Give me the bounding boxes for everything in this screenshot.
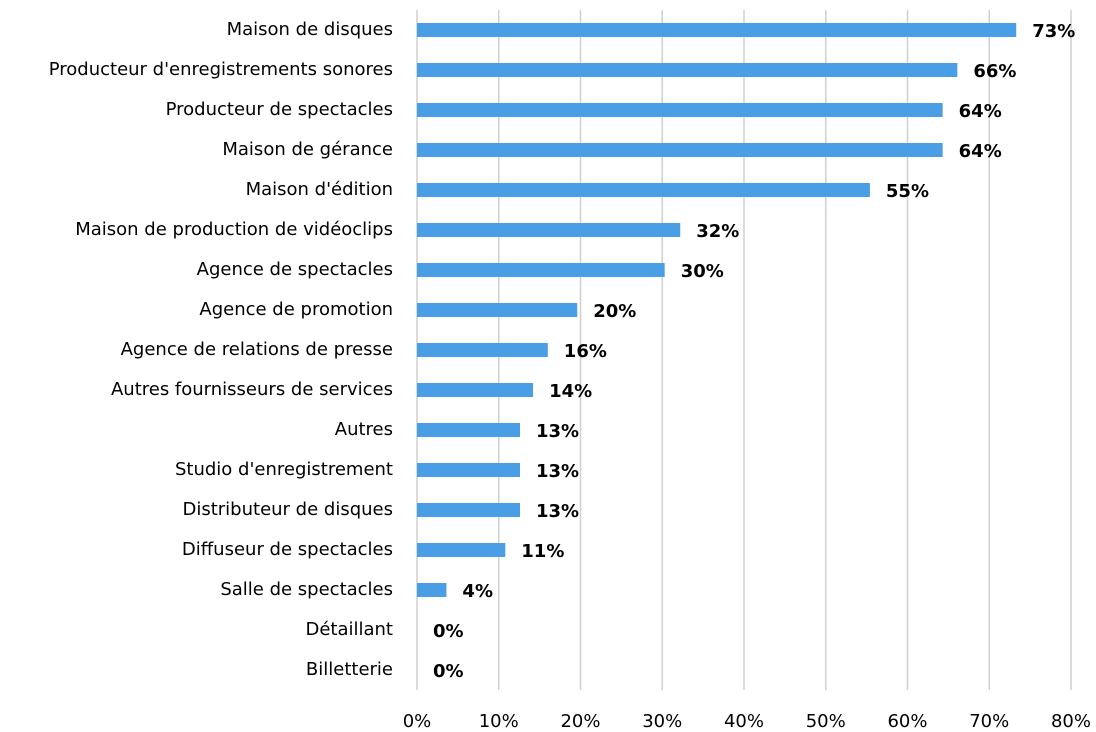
- value-label: 0%: [433, 621, 464, 642]
- value-label: 66%: [973, 61, 1016, 82]
- bar: [417, 103, 943, 117]
- x-tick-label: 30%: [642, 711, 682, 732]
- bar: [417, 463, 521, 477]
- x-tick-label: 50%: [806, 711, 846, 732]
- x-tick-label: 0%: [403, 711, 432, 732]
- x-tick-label: 60%: [887, 711, 927, 732]
- bar: [417, 583, 447, 597]
- y-tick-label: Maison de disques: [227, 19, 393, 40]
- value-label: 16%: [564, 341, 607, 362]
- bar: [417, 343, 548, 357]
- bar: [417, 303, 578, 317]
- value-label: 73%: [1032, 21, 1075, 42]
- y-tick-label: Maison de production de vidéoclips: [75, 219, 393, 240]
- x-tick-label: 70%: [969, 711, 1009, 732]
- x-tick-label: 20%: [560, 711, 600, 732]
- bar: [417, 383, 534, 397]
- value-label: 4%: [462, 581, 493, 602]
- bar: [417, 223, 681, 237]
- bar: [417, 143, 943, 157]
- y-tick-label: Producteur d'enregistrements sonores: [49, 59, 393, 80]
- y-tick-label: Détaillant: [305, 619, 393, 640]
- y-tick-label: Maison de gérance: [222, 139, 393, 160]
- value-label: 64%: [959, 141, 1002, 162]
- y-tick-label: Maison d'édition: [246, 179, 393, 200]
- value-label: 13%: [536, 501, 579, 522]
- value-label: 14%: [549, 381, 592, 402]
- bar: [417, 543, 506, 557]
- y-tick-label: Agence de promotion: [199, 299, 393, 320]
- y-tick-label: Billetterie: [306, 659, 393, 680]
- bar: [417, 23, 1017, 37]
- x-tick-label: 40%: [724, 711, 764, 732]
- value-label: 55%: [886, 181, 929, 202]
- y-tick-label: Salle de spectacles: [220, 579, 393, 600]
- value-label: 32%: [696, 221, 739, 242]
- y-tick-label: Agence de relations de presse: [121, 339, 393, 360]
- y-tick-label: Studio d'enregistrement: [175, 459, 393, 480]
- value-label: 20%: [593, 301, 636, 322]
- value-label: 11%: [521, 541, 564, 562]
- bar: [417, 423, 521, 437]
- x-tick-label: 80%: [1051, 711, 1091, 732]
- y-tick-label: Producteur de spectacles: [166, 99, 393, 120]
- value-label: 13%: [536, 461, 579, 482]
- y-tick-label: Agence de spectacles: [197, 259, 393, 280]
- value-label: 64%: [959, 101, 1002, 122]
- y-tick-label: Diffuseur de spectacles: [182, 539, 393, 560]
- y-tick-label: Autres fournisseurs de services: [111, 379, 393, 400]
- bar: [417, 263, 665, 277]
- value-label: 30%: [681, 261, 724, 282]
- y-tick-label: Autres: [335, 419, 393, 440]
- value-label: 13%: [536, 421, 579, 442]
- bar: [417, 63, 958, 77]
- bar: [417, 183, 870, 197]
- x-tick-label: 10%: [479, 711, 519, 732]
- y-tick-label: Distributeur de disques: [182, 499, 393, 520]
- bar: [417, 503, 521, 517]
- value-label: 0%: [433, 661, 464, 682]
